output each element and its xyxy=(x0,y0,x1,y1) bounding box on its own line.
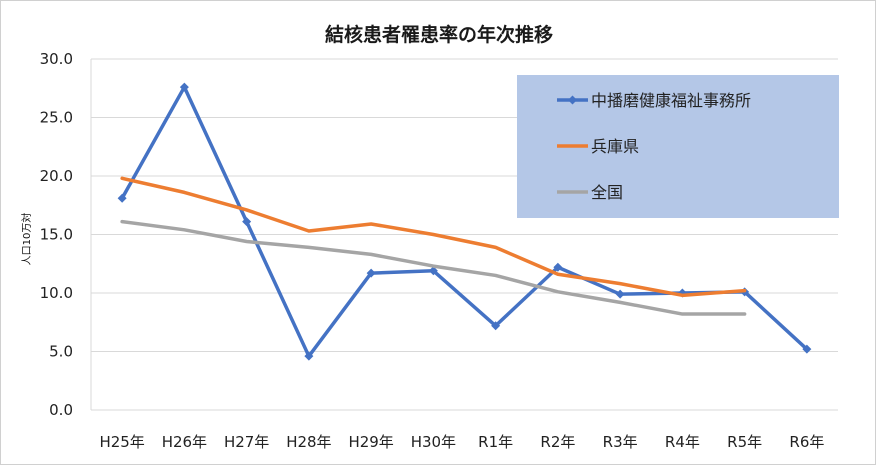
x-tick-label: H25年 xyxy=(99,433,144,451)
data-point xyxy=(242,217,252,227)
series-line-3 xyxy=(120,219,747,316)
series-line-2 xyxy=(120,176,747,298)
series-line-1 xyxy=(120,85,809,358)
x-tick-label: R6年 xyxy=(789,433,824,451)
x-axis-ticks: H25年 H26年 H27年 H28年 H29年 H30年 R1年 R2年 R3年 R4年 R5年 R… xyxy=(99,433,824,451)
series-lines xyxy=(117,82,812,361)
y-axis-label: 人口10万対 xyxy=(20,213,33,266)
y-tick-label: 25.0 xyxy=(40,109,73,127)
x-tick-label: H26年 xyxy=(162,433,207,451)
legend-marker xyxy=(568,95,577,105)
y-tick-label: 20.0 xyxy=(40,167,73,185)
data-point xyxy=(553,262,563,272)
y-tick-label: 30.0 xyxy=(40,50,73,68)
data-point xyxy=(179,82,189,92)
y-axis-ticks: 0.0 5.0 10.0 15.0 20.0 25.0 30.0 xyxy=(40,50,73,419)
x-tick-label: R1年 xyxy=(478,433,513,451)
data-point xyxy=(615,289,625,299)
x-tick-label: H29年 xyxy=(348,433,393,451)
chart-title: 結核患者罹患率の年次推移 xyxy=(325,23,553,46)
data-point xyxy=(366,268,376,278)
data-point xyxy=(491,321,501,331)
data-point xyxy=(802,344,812,354)
y-tick-label: 10.0 xyxy=(40,284,73,302)
y-tick-label: 15.0 xyxy=(40,226,73,244)
x-tick-label: R3年 xyxy=(603,433,638,451)
y-tick-label: 5.0 xyxy=(49,343,73,361)
data-point xyxy=(304,351,314,361)
legend-label: 兵庫県 xyxy=(591,137,639,156)
x-tick-label: R4年 xyxy=(665,433,700,451)
y-tick-label: 0.0 xyxy=(49,401,73,419)
data-point xyxy=(117,193,127,203)
x-tick-label: H28年 xyxy=(286,433,331,451)
x-tick-label: H30年 xyxy=(411,433,456,451)
x-tick-label: R5年 xyxy=(727,433,762,451)
legend-label: 中播磨健康福祉事務所 xyxy=(591,91,751,110)
x-tick-label: H27年 xyxy=(224,433,269,451)
data-point xyxy=(428,266,438,276)
legend-label: 全国 xyxy=(591,183,623,202)
x-tick-label: R2年 xyxy=(540,433,575,451)
